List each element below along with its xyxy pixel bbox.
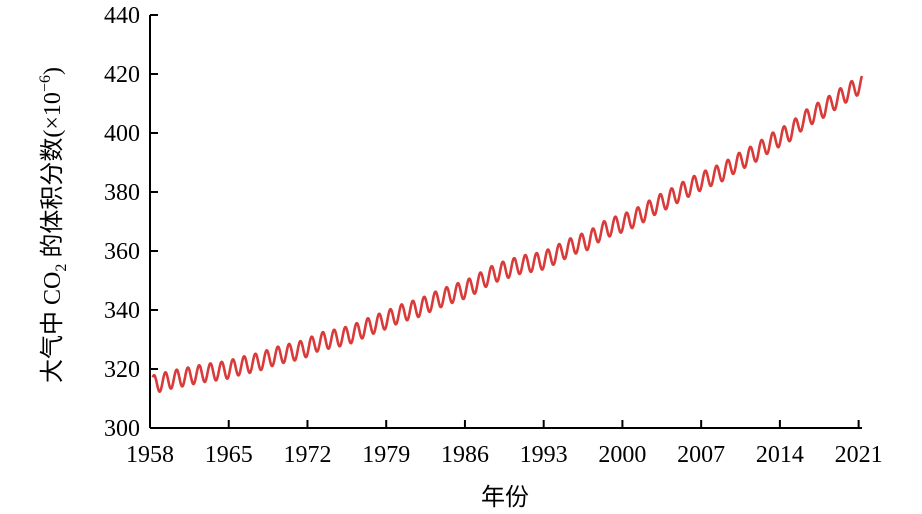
- y-axis-title-rest: 的体积分数(×10: [39, 92, 66, 264]
- y-tick-label: 380: [104, 180, 140, 206]
- y-axis-title-superscript: −6: [37, 75, 54, 92]
- x-tick-label: 2007: [677, 442, 725, 468]
- x-tick-label: 2000: [598, 442, 646, 468]
- x-tick-label: 2021: [835, 442, 883, 468]
- x-tick-label: 1979: [362, 442, 410, 468]
- y-axis-title-main: 大气中 CO: [39, 272, 66, 383]
- y-axis-title-subscript: 2: [53, 264, 70, 272]
- y-axis-title: 大气中 CO2 的体积分数(×10−6): [37, 67, 70, 383]
- y-tick-label: 400: [104, 121, 140, 147]
- y-axis-ticks: 300 320 340 360 380 400 420 440: [104, 3, 158, 442]
- y-tick-label: 340: [104, 298, 140, 324]
- x-tick-label: 1986: [441, 442, 489, 468]
- x-tick-label: 1972: [283, 442, 331, 468]
- x-axis-title: 年份: [481, 484, 529, 511]
- y-tick-label: 440: [104, 3, 140, 29]
- x-tick-label: 1965: [205, 442, 253, 468]
- plot-area: 300 320 340 360 380 400 420 440 1958 1965 1972 197…: [104, 3, 883, 468]
- y-tick-label: 420: [104, 62, 140, 88]
- x-tick-label: 1958: [126, 442, 174, 468]
- x-axis-ticks: 1958 1965 1972 1979 1986 1993 2000 2007 2014 2021: [126, 420, 883, 468]
- y-tick-label: 360: [104, 239, 140, 265]
- y-tick-label: 320: [104, 357, 140, 383]
- co2-series-line: [151, 75, 864, 393]
- x-tick-label: 2014: [756, 442, 804, 468]
- y-tick-label: 300: [104, 416, 140, 442]
- x-tick-label: 1993: [520, 442, 568, 468]
- y-axis-title-close: ): [40, 67, 66, 75]
